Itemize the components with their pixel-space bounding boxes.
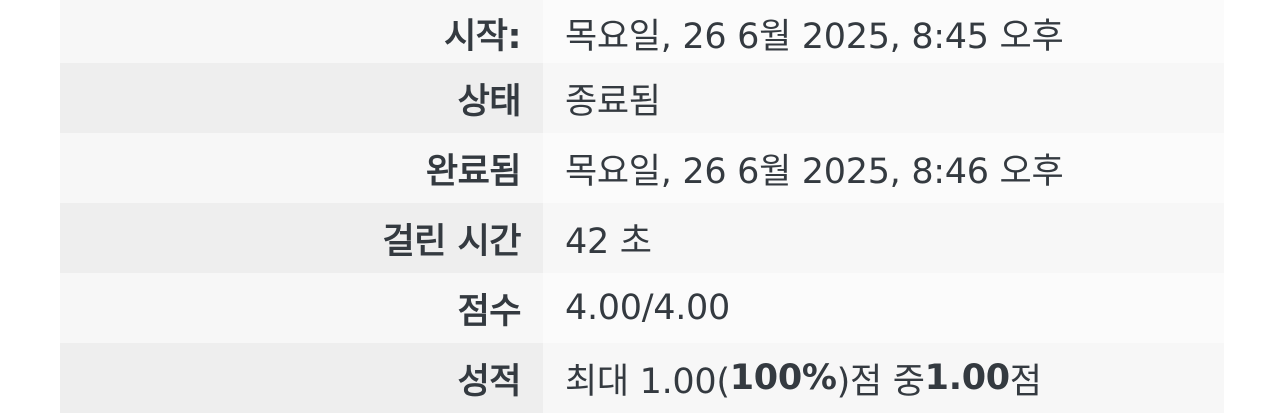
summary-label: 완료됨 [60,133,543,203]
summary-row-marks: 점수 4.00/4.00 [60,273,1224,343]
summary-label: 상태 [60,63,543,133]
summary-value: 최대 1.00(100%)점 중 1.00 점 [543,343,1224,413]
grade-percent: 100% [729,358,837,398]
summary-row-time-taken: 걸린 시간 42 초 [60,203,1224,273]
summary-row-state: 상태 종료됨 [60,63,1224,133]
grade-score: 1.00 [924,358,1010,398]
summary-value: 4.00/4.00 [543,273,1224,343]
summary-value: 종료됨 [543,63,1224,133]
summary-row-completed: 완료됨 목요일, 26 6월 2025, 8:46 오후 [60,133,1224,203]
quiz-summary-table: 시작: 목요일, 26 6월 2025, 8:45 오후 상태 종료됨 완료됨 … [60,0,1224,413]
summary-label: 성적 [60,343,543,413]
grade-prefix: 최대 1.00( [565,361,730,402]
summary-value: 목요일, 26 6월 2025, 8:46 오후 [543,133,1224,203]
summary-row-grade: 성적 최대 1.00(100%)점 중 1.00 점 [60,343,1224,413]
summary-value: 42 초 [543,203,1224,273]
grade-middle: )점 중 [836,361,925,402]
grade-suffix: 점 [1009,361,1042,402]
summary-label: 걸린 시간 [60,203,543,273]
summary-label: 점수 [60,273,543,343]
summary-value: 목요일, 26 6월 2025, 8:45 오후 [543,0,1224,63]
summary-row-started: 시작: 목요일, 26 6월 2025, 8:45 오후 [60,0,1224,63]
summary-label: 시작: [60,0,543,63]
